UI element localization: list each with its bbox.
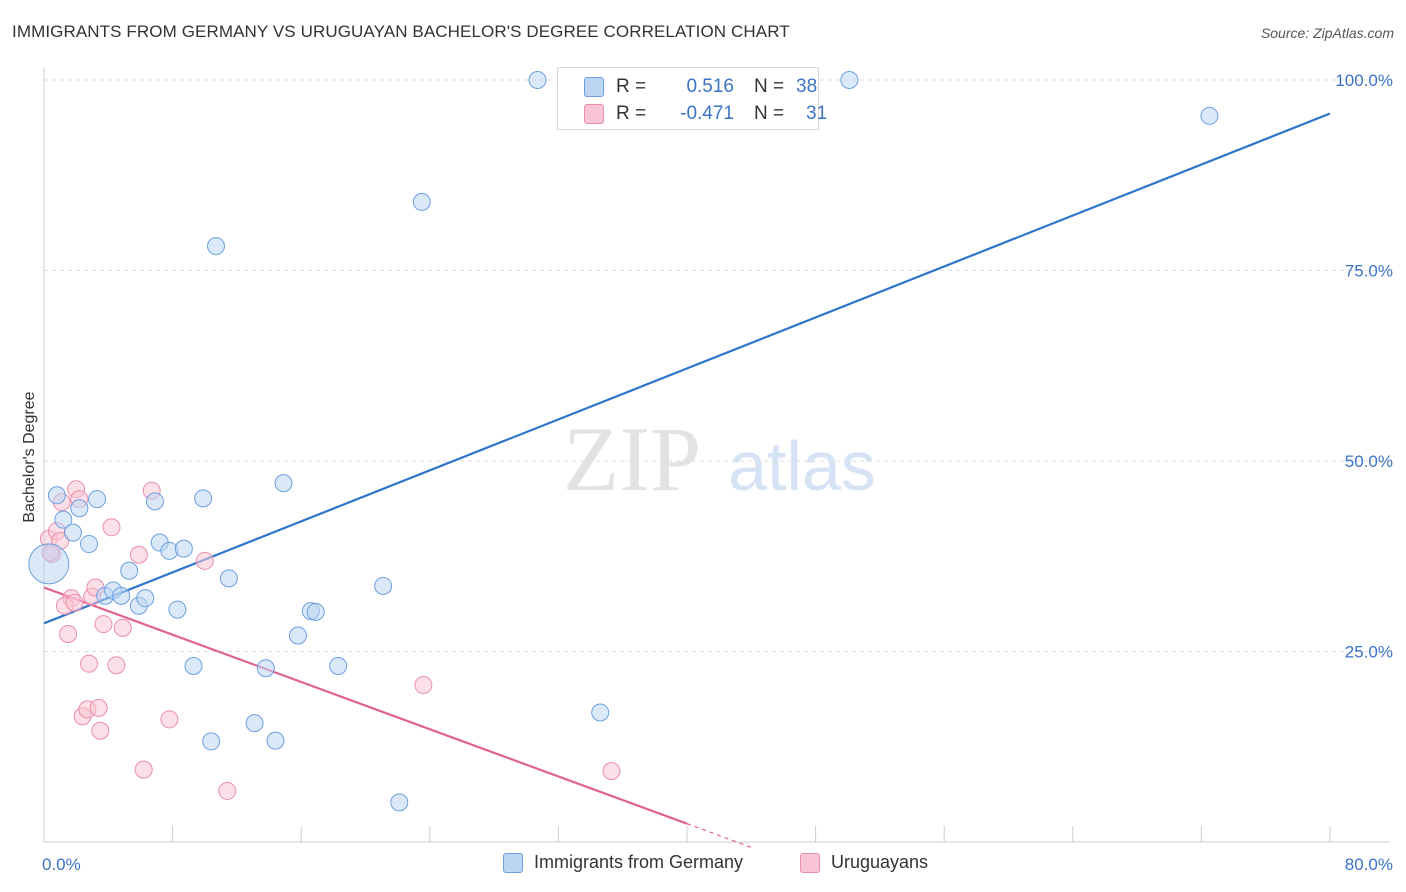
point-germany-32 bbox=[390, 793, 409, 812]
point-germany-16 bbox=[168, 600, 187, 619]
point-germany-37 bbox=[1200, 106, 1219, 125]
point-uruguayans-16 bbox=[89, 698, 108, 717]
point-germany-30 bbox=[329, 656, 348, 675]
point-uruguayans-8 bbox=[65, 593, 84, 612]
trend-line-uruguayans bbox=[43, 586, 688, 825]
point-germany-13 bbox=[145, 492, 164, 511]
x-ticks bbox=[43, 826, 1331, 842]
point-germany-0 bbox=[28, 543, 70, 585]
point-uruguayans-19 bbox=[102, 518, 121, 537]
series-swatch-pink bbox=[800, 852, 820, 873]
series-legend-uruguayans[interactable]: Uruguayans bbox=[800, 852, 928, 873]
legend-row-uruguayans: R = -0.471 N = 31 bbox=[584, 102, 827, 126]
trend-lines bbox=[43, 112, 1331, 848]
watermark-atlas: atlas bbox=[728, 427, 876, 505]
point-uruguayans-17 bbox=[91, 721, 110, 740]
point-uruguayans-25 bbox=[160, 710, 179, 729]
point-uruguayans-18 bbox=[94, 615, 113, 634]
point-uruguayans-27 bbox=[218, 781, 237, 800]
point-germany-4 bbox=[70, 499, 89, 518]
y-tick-labels: 25.0% 50.0% 75.0% 100.0% bbox=[1335, 71, 1393, 662]
source-credit: Source: ZipAtlas.com bbox=[1260, 25, 1394, 41]
point-germany-21 bbox=[207, 237, 226, 256]
x-tick-label-80: 80.0% bbox=[1345, 855, 1393, 874]
series-legend-label: Uruguayans bbox=[831, 852, 929, 872]
y-tick-label-50: 50.0% bbox=[1345, 452, 1393, 471]
point-uruguayans-26 bbox=[195, 551, 214, 570]
point-germany-33 bbox=[412, 192, 431, 211]
chart-title: IMMIGRANTS FROM GERMANY VS URUGUAYAN BAC… bbox=[12, 22, 790, 41]
point-germany-23 bbox=[245, 714, 264, 733]
point-germany-9 bbox=[112, 586, 131, 605]
point-uruguayans-5 bbox=[59, 624, 78, 643]
point-germany-12 bbox=[136, 589, 155, 608]
point-germany-6 bbox=[88, 490, 107, 509]
point-germany-35 bbox=[528, 71, 547, 89]
point-uruguayans-28 bbox=[414, 676, 433, 695]
y-tick-label-75: 75.0% bbox=[1345, 262, 1393, 281]
point-germany-18 bbox=[184, 656, 203, 675]
point-germany-5 bbox=[80, 535, 99, 554]
legend-n-value: 38 bbox=[796, 76, 818, 97]
point-germany-24 bbox=[256, 659, 275, 678]
legend-swatch-blue bbox=[584, 77, 604, 97]
legend-swatch-pink bbox=[584, 104, 604, 124]
legend-n-value: 31 bbox=[806, 103, 828, 124]
correlation-legend: R = 0.516 N = 38 R = -0.471 N = 31 bbox=[557, 67, 827, 130]
point-uruguayans-22 bbox=[129, 545, 148, 564]
series-legend: Immigrants from Germany Uruguayans bbox=[0, 852, 1406, 878]
legend-r-value: -0.471 bbox=[680, 103, 734, 124]
legend-row-germany: R = 0.516 N = 38 bbox=[584, 75, 817, 99]
point-germany-2 bbox=[54, 510, 73, 529]
x-tick-label-0: 0.0% bbox=[42, 855, 81, 874]
point-germany-31 bbox=[374, 576, 393, 595]
legend-r-label: R = bbox=[616, 103, 647, 124]
point-germany-1 bbox=[47, 486, 66, 505]
point-germany-25 bbox=[266, 731, 285, 750]
trend-line-uruguayans-extension bbox=[686, 823, 752, 848]
data-points bbox=[28, 71, 1219, 812]
point-germany-26 bbox=[274, 474, 293, 493]
legend-r-label: R = bbox=[616, 76, 647, 97]
point-uruguayans-20 bbox=[107, 656, 126, 675]
legend-n-label: N = bbox=[754, 103, 785, 124]
point-germany-19 bbox=[194, 489, 213, 508]
point-germany-29 bbox=[306, 602, 325, 621]
legend-r-value: 0.516 bbox=[686, 76, 734, 97]
x-tick-labels: 0.0% 80.0% bbox=[42, 855, 1393, 874]
y-axis-label: Bachelor's Degree bbox=[21, 391, 38, 522]
grid-lines bbox=[44, 79, 1390, 652]
watermark: ZIP atlas bbox=[563, 408, 876, 510]
point-uruguayans-13 bbox=[80, 654, 99, 673]
point-uruguayans-29 bbox=[602, 762, 621, 781]
y-tick-label-100: 100.0% bbox=[1335, 71, 1393, 90]
point-germany-27 bbox=[288, 626, 307, 645]
point-germany-3 bbox=[63, 523, 82, 542]
point-germany-17 bbox=[174, 539, 193, 558]
trend-line-germany bbox=[43, 112, 1331, 625]
point-uruguayans-23 bbox=[134, 760, 153, 779]
series-legend-germany[interactable]: Immigrants from Germany bbox=[503, 852, 743, 873]
point-germany-22 bbox=[219, 569, 238, 588]
watermark-zip: ZIP bbox=[563, 408, 701, 510]
point-germany-34 bbox=[591, 703, 610, 722]
series-swatch-blue bbox=[503, 852, 523, 873]
y-tick-label-25: 25.0% bbox=[1345, 643, 1393, 662]
point-germany-10 bbox=[120, 561, 139, 580]
point-uruguayans-21 bbox=[113, 618, 132, 637]
point-germany-20 bbox=[202, 732, 221, 751]
point-germany-36 bbox=[840, 71, 859, 89]
series-legend-label: Immigrants from Germany bbox=[534, 852, 744, 872]
legend-n-label: N = bbox=[754, 76, 785, 97]
axes bbox=[43, 68, 1390, 843]
